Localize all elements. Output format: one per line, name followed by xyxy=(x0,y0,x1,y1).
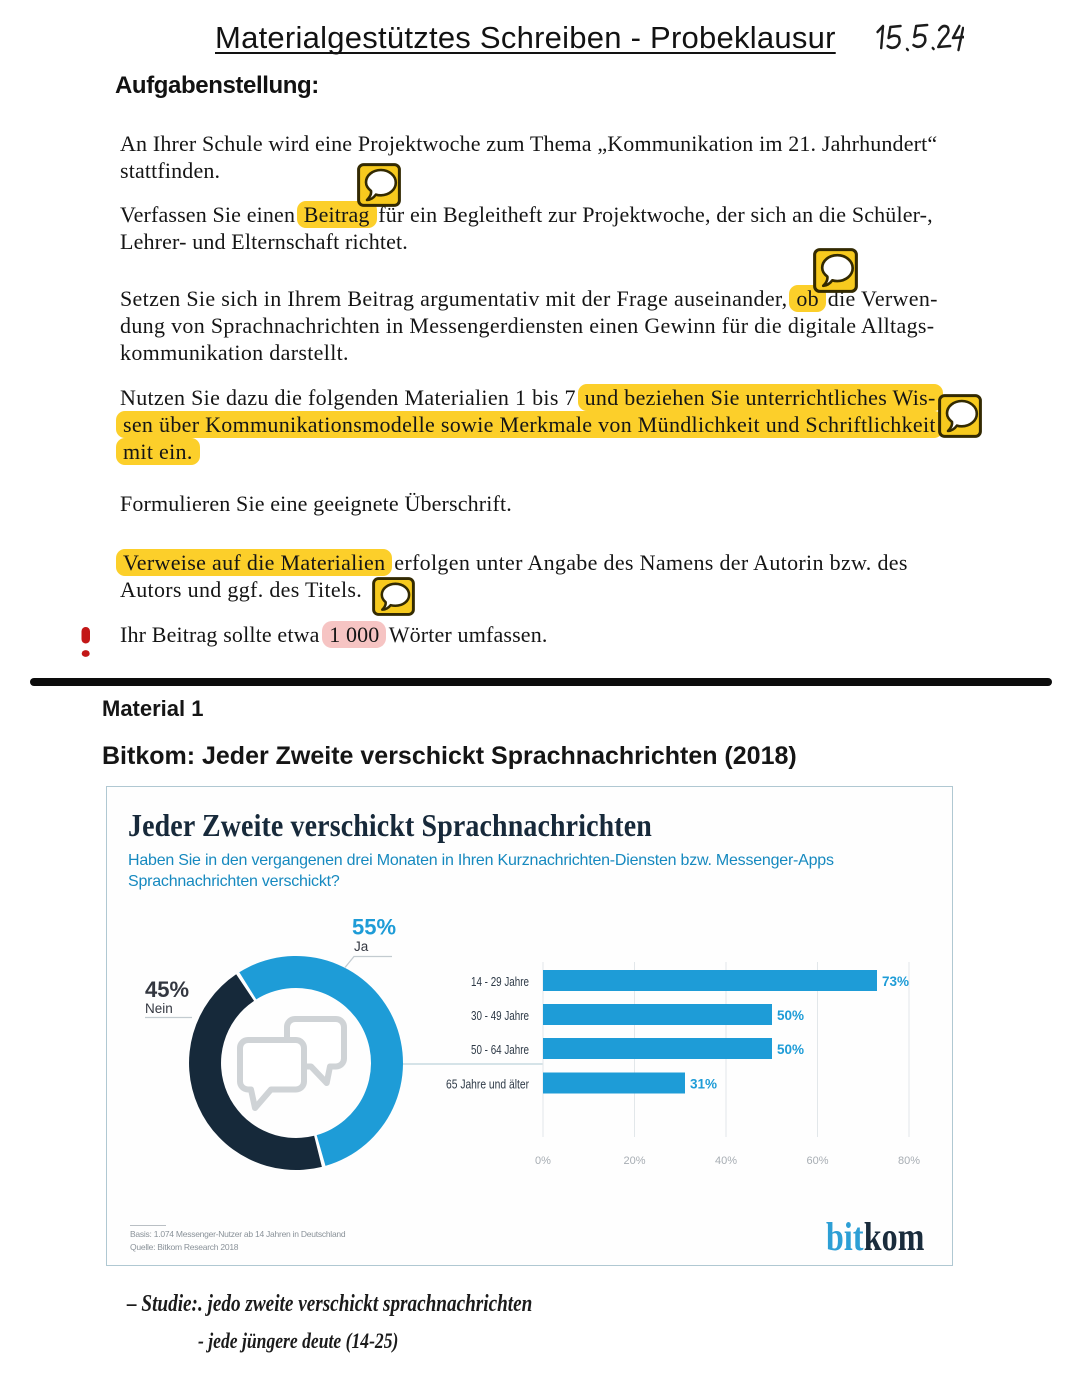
svg-text:50%: 50% xyxy=(777,1042,804,1057)
svg-text:50 - 64 Jahre: 50 - 64 Jahre xyxy=(471,1043,529,1057)
svg-text:73%: 73% xyxy=(882,974,909,989)
svg-text:60%: 60% xyxy=(806,1155,828,1167)
svg-text:80%: 80% xyxy=(898,1155,920,1167)
svg-text:45%: 45% xyxy=(145,977,189,1002)
svg-text:40%: 40% xyxy=(715,1155,737,1167)
svg-text:55%: 55% xyxy=(352,915,396,940)
svg-text:Nein: Nein xyxy=(145,1001,173,1016)
svg-text:30 - 49 Jahre: 30 - 49 Jahre xyxy=(471,1009,529,1023)
svg-text:0%: 0% xyxy=(535,1155,551,1167)
svg-text:31%: 31% xyxy=(690,1077,717,1092)
svg-text:Ja: Ja xyxy=(354,939,369,954)
svg-text:14 - 29 Jahre: 14 - 29 Jahre xyxy=(471,975,529,989)
svg-text:20%: 20% xyxy=(623,1155,645,1167)
svg-text:65 Jahre und älter: 65 Jahre und älter xyxy=(446,1078,529,1092)
svg-text:50%: 50% xyxy=(777,1008,804,1023)
